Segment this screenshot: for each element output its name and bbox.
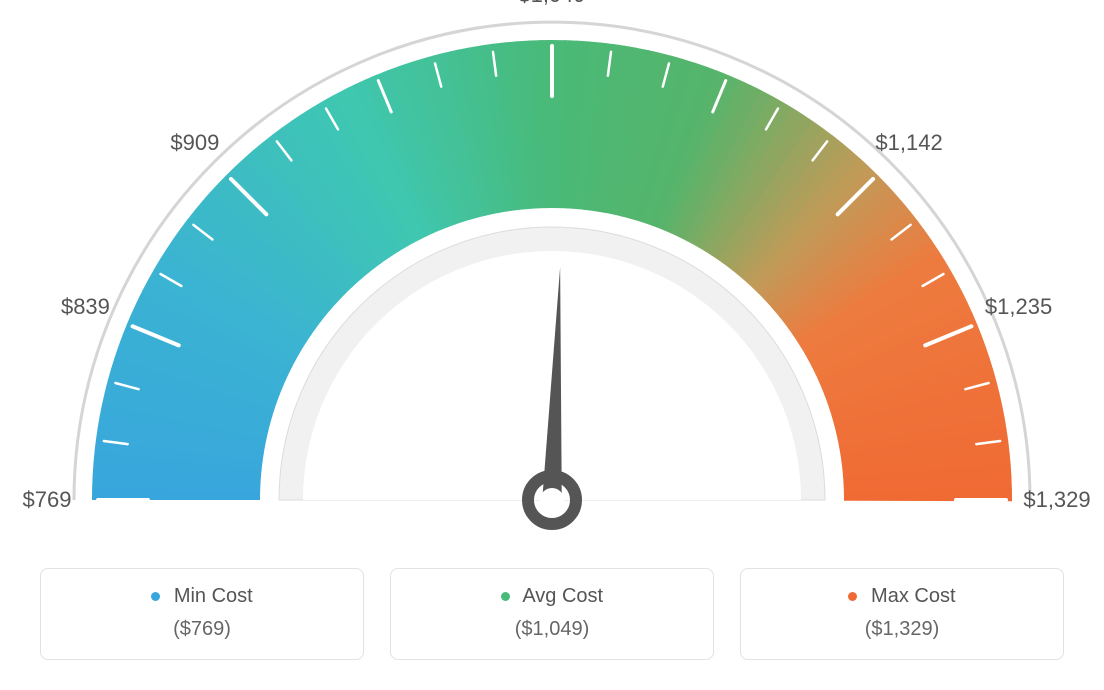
legend-dot-avg <box>501 592 510 601</box>
legend-title-text-max: Max Cost <box>871 585 955 607</box>
gauge-tick-label: $769 <box>23 487 72 513</box>
legend-title-text-min: Min Cost <box>174 585 253 607</box>
gauge-tick-label: $1,329 <box>1023 487 1090 513</box>
legend-dot-max <box>848 592 857 601</box>
legend-value-max: ($1,329) <box>751 618 1053 641</box>
gauge-tick-label: $1,049 <box>518 0 585 8</box>
legend-value-avg: ($1,049) <box>401 618 703 641</box>
legend-card-min: Min Cost ($769) <box>40 568 364 660</box>
legend-title-text-avg: Avg Cost <box>522 585 603 607</box>
legend-dot-min <box>151 592 160 601</box>
gauge-tick-label: $1,235 <box>985 294 1052 320</box>
legend-value-min: ($769) <box>51 618 353 641</box>
legend-card-avg: Avg Cost ($1,049) <box>390 568 714 660</box>
gauge-tick-label: $909 <box>170 130 219 156</box>
legend-title-max: Max Cost <box>751 585 1053 608</box>
legend: Min Cost ($769) Avg Cost ($1,049) Max Co… <box>40 568 1064 660</box>
legend-card-max: Max Cost ($1,329) <box>740 568 1064 660</box>
gauge-svg <box>0 0 1104 560</box>
gauge-tick-label: $1,142 <box>875 130 942 156</box>
cost-gauge-chart: $769 $839 $909 $1,049 $1,142 $1,235 $1,329 Min… <box>0 0 1104 690</box>
gauge-tick-label: $839 <box>61 294 110 320</box>
legend-title-avg: Avg Cost <box>401 585 703 608</box>
legend-title-min: Min Cost <box>51 585 353 608</box>
